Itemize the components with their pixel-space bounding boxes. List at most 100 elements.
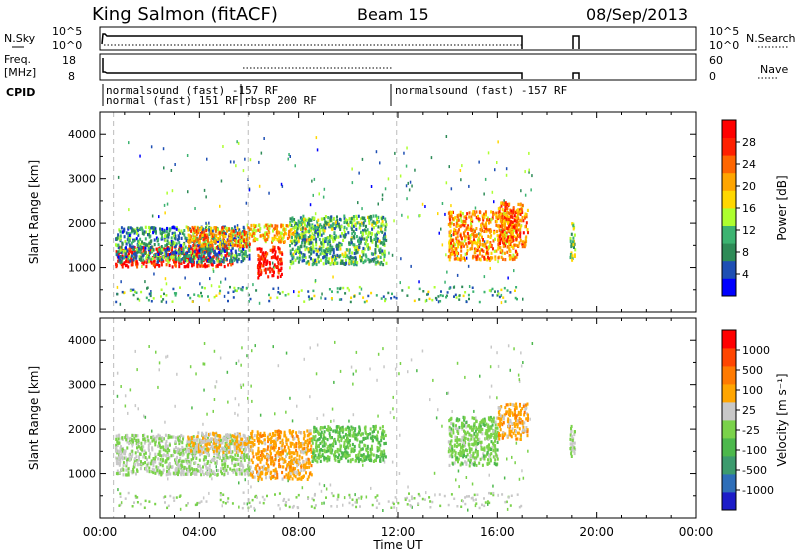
data-cell (512, 225, 515, 229)
data-cell (343, 496, 346, 500)
data-cell (142, 445, 145, 449)
data-cell (380, 227, 383, 231)
data-cell (116, 443, 119, 447)
data-cell (234, 397, 237, 401)
data-cell (490, 384, 493, 388)
data-cell (490, 289, 492, 293)
data-cell (526, 208, 529, 212)
data-cell (183, 233, 186, 237)
data-cell (189, 465, 192, 469)
data-cell (263, 137, 265, 140)
data-cell (142, 437, 145, 442)
data-cell (277, 286, 280, 290)
data-cell (173, 241, 176, 245)
data-cell (194, 235, 197, 239)
data-cell (271, 261, 274, 265)
data-cell (262, 262, 265, 266)
data-cell (353, 236, 356, 240)
data-cell (236, 440, 239, 444)
data-cell (172, 435, 175, 439)
data-cell (422, 290, 425, 293)
data-cell (188, 244, 191, 248)
data-cell (489, 235, 492, 239)
data-cell (145, 467, 147, 471)
data-cell (390, 506, 393, 509)
data-cell (201, 227, 204, 231)
data-cell (344, 251, 347, 255)
data-cell (209, 469, 212, 473)
data-cell (201, 286, 204, 289)
data-cell (155, 247, 158, 251)
data-cell (453, 250, 456, 254)
data-cell (224, 502, 227, 505)
data-cell (227, 497, 230, 500)
data-cell (465, 300, 468, 304)
data-cell (196, 469, 199, 473)
data-cell (146, 253, 149, 258)
data-cell (249, 505, 252, 508)
data-cell (478, 160, 480, 164)
data-cell (394, 367, 397, 371)
data-cell (499, 212, 502, 216)
data-cell (387, 291, 390, 295)
data-cell (121, 457, 124, 461)
data-cell (350, 241, 353, 245)
data-cell (487, 252, 490, 256)
data-cell (406, 503, 409, 506)
data-cell (228, 233, 231, 237)
data-cell (322, 231, 325, 235)
data-cell (228, 252, 230, 256)
data-cell (179, 286, 181, 289)
data-cell (311, 232, 314, 236)
data-cell (501, 233, 504, 237)
data-cell (243, 435, 246, 439)
data-cell (167, 477, 169, 481)
data-cell (153, 260, 156, 264)
data-cell (157, 433, 160, 437)
data-cell (271, 236, 274, 241)
data-cell (457, 257, 460, 261)
data-cell (329, 262, 332, 266)
data-cell (124, 456, 127, 460)
cpid-entry: normalsound (fast) -157 RF (106, 84, 278, 97)
data-cell (168, 469, 171, 473)
data-cell (348, 419, 350, 423)
data-cell (304, 227, 307, 231)
data-cell (198, 451, 201, 456)
data-cell (267, 235, 270, 239)
data-cell (488, 221, 490, 225)
data-cell (178, 441, 181, 446)
data-cell (361, 216, 364, 220)
data-cell (289, 239, 292, 243)
data-cell (521, 203, 524, 207)
data-cell (202, 445, 205, 449)
data-cell (516, 224, 519, 228)
data-cell (314, 258, 317, 262)
data-cell (147, 447, 150, 451)
data-cell (244, 242, 247, 246)
data-cell (223, 472, 226, 476)
data-cell (213, 452, 216, 456)
data-cell (226, 450, 229, 454)
data-cell (155, 350, 157, 354)
data-cell (245, 437, 247, 441)
data-cell (373, 237, 376, 241)
data-cell (460, 220, 463, 224)
data-cell (125, 231, 128, 235)
data-cell (450, 252, 453, 256)
data-cell (198, 249, 201, 253)
data-cell (168, 241, 171, 245)
data-cell (197, 262, 200, 266)
data-cell (448, 258, 451, 262)
data-cell (406, 496, 409, 500)
data-cell (191, 450, 194, 454)
data-cell (200, 226, 203, 230)
data-cell (353, 218, 356, 222)
data-cell (332, 251, 335, 255)
data-cell (383, 235, 386, 239)
data-cell (225, 438, 228, 442)
data-cell (172, 453, 175, 457)
data-cell (362, 221, 365, 226)
data-cell (170, 255, 173, 259)
data-cell (175, 471, 178, 475)
